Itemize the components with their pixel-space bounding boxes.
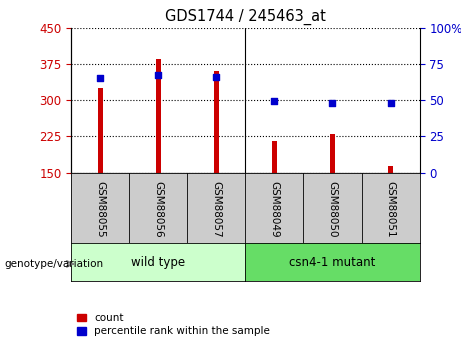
Point [387,100,394,106]
Bar [98,88,103,172]
Text: GSM88050: GSM88050 [327,181,337,237]
Text: csn4-1 mutant: csn4-1 mutant [290,256,376,269]
Bar [156,59,161,172]
Bar [214,71,219,172]
Text: GSM88049: GSM88049 [270,181,279,238]
Text: GSM88057: GSM88057 [212,181,221,238]
Point [155,73,162,78]
Text: GSM88051: GSM88051 [385,181,396,238]
Point [329,100,336,106]
Bar [388,166,393,172]
Point [271,99,278,104]
Point [213,74,220,80]
Point [97,76,104,81]
Title: GDS1744 / 245463_at: GDS1744 / 245463_at [165,9,326,25]
Text: genotype/variation: genotype/variation [5,259,104,269]
Text: GSM88055: GSM88055 [95,181,106,238]
Text: GSM88056: GSM88056 [154,181,164,238]
Text: wild type: wild type [131,256,185,269]
Legend: count, percentile rank within the sample: count, percentile rank within the sample [77,313,270,336]
Bar [272,141,277,172]
Bar [330,134,335,172]
